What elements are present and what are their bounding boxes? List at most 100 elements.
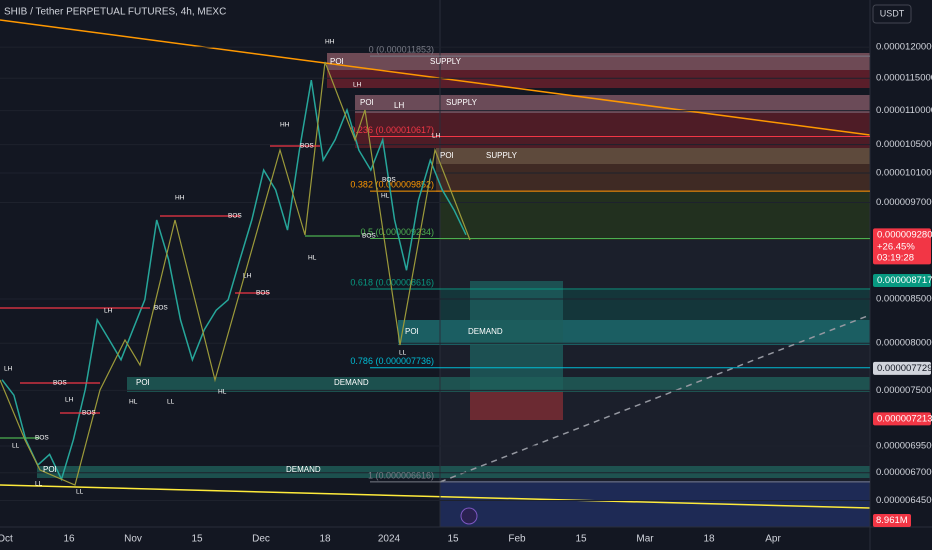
- stop-box: [470, 392, 563, 420]
- y-tick-label: 0.0000085000: [876, 293, 932, 304]
- y-tick-label: 0.0000115000: [876, 73, 932, 84]
- x-tick-label: 18: [703, 534, 715, 545]
- y-tick-label: 0.0000080000: [876, 338, 932, 349]
- price-tag: [873, 228, 931, 265]
- fib-label: 0.618 (0.000008616): [350, 277, 434, 287]
- currency: USDT: [880, 8, 905, 18]
- fib-band: [440, 192, 870, 240]
- annotation: SUPPLY: [486, 151, 518, 160]
- y-tick-label: 0.0000097000: [876, 197, 932, 208]
- volume-label: 8.961M: [876, 515, 908, 526]
- chart-title: SHIB / Tether PERPETUAL FUTURES, 4h, MEX…: [4, 7, 226, 18]
- annotation: HL: [308, 255, 317, 262]
- annotation: POI: [440, 151, 454, 160]
- annotation: HL: [129, 399, 138, 406]
- annotation: BOS: [228, 213, 242, 220]
- annotation: BOS: [362, 233, 376, 240]
- annotation: SUPPLY: [430, 57, 462, 66]
- countdown: 03:19:28: [877, 252, 914, 263]
- supply-zone: [327, 70, 870, 88]
- price-tag-label: 0.000009280: [877, 229, 932, 240]
- annotation: HL: [218, 389, 227, 396]
- annotation: DEMAND: [468, 327, 503, 336]
- y-tick-label: 0.0000101000: [876, 168, 932, 179]
- demand-zone: [127, 377, 870, 392]
- annotation: BOS: [35, 435, 49, 442]
- annotation: POI: [405, 327, 419, 336]
- y-tick-label: 0.0000069500: [876, 440, 932, 451]
- x-tick-label: Oct: [0, 534, 13, 545]
- annotation: LL: [399, 350, 407, 357]
- y-tick-label: 0.0000120000: [876, 42, 932, 53]
- annotation: HL: [381, 193, 390, 200]
- supply-zone: [436, 164, 870, 192]
- annotation: BOS: [154, 305, 168, 312]
- annotation: LH: [4, 366, 13, 373]
- x-tick-label: 18: [319, 534, 331, 545]
- supply-zone: [355, 113, 870, 148]
- annotation: POI: [330, 57, 344, 66]
- annotation: LH: [104, 308, 113, 315]
- annotation: SUPPLY: [446, 98, 478, 107]
- supply-zone: [327, 53, 870, 70]
- y-tick-label: 0.0000105000: [876, 139, 932, 150]
- zigzag: [0, 61, 471, 486]
- annotation: LL: [76, 489, 84, 496]
- y-tick-label: 0.0000075000: [876, 385, 932, 396]
- annotation: BOS: [300, 143, 314, 150]
- annotation: LL: [167, 399, 175, 406]
- x-tick-label: Apr: [765, 534, 781, 545]
- flash-icon[interactable]: [460, 507, 478, 525]
- price-tag-label: 0.000007729: [877, 363, 932, 374]
- fib-label: 0.236 (0.000010617): [350, 125, 434, 135]
- fib-label: 0.382 (0.000009852): [350, 180, 434, 190]
- price-tag: [873, 412, 931, 426]
- annotation: POI: [43, 465, 57, 474]
- fib-label: 1 (0.000006616): [368, 470, 434, 480]
- annotation: BOS: [256, 290, 270, 297]
- x-tick-label: 15: [575, 534, 587, 545]
- x-tick-label: Dec: [252, 534, 270, 545]
- annotation: BOS: [382, 177, 396, 184]
- trendline: [0, 19, 871, 136]
- x-tick-label: 15: [447, 534, 459, 545]
- price-tag-label: 0.000008717: [877, 275, 932, 286]
- annotation: DEMAND: [286, 465, 321, 474]
- x-tick-label: Feb: [508, 534, 526, 545]
- annotation: POI: [136, 378, 150, 387]
- price-tag: [873, 274, 931, 288]
- annotation: LH: [243, 273, 252, 280]
- currency-box[interactable]: [872, 4, 912, 24]
- x-tick-label: 15: [191, 534, 203, 545]
- fib-band: [440, 481, 870, 527]
- annotation: LH: [353, 82, 362, 89]
- annotation: LH: [394, 101, 404, 110]
- fib-label: 0.786 (0.000007736): [350, 356, 434, 366]
- fib-label: 0 (0.000011853): [369, 45, 434, 55]
- price-tag: [873, 361, 931, 375]
- supply-zone: [355, 95, 870, 113]
- annotation: BOS: [53, 380, 67, 387]
- annotation: HH: [325, 39, 335, 46]
- price-tag-label: 0.000007213: [877, 413, 932, 424]
- trendline: [0, 484, 871, 509]
- annotation: POI: [360, 98, 374, 107]
- long-box: [470, 281, 563, 392]
- volume-tag: [873, 514, 911, 527]
- y-tick-label: 0.0000067000: [876, 467, 932, 478]
- x-tick-label: Nov: [124, 534, 142, 545]
- annotation: LH: [65, 397, 74, 404]
- annotation: HH: [175, 195, 185, 202]
- demand-zone: [37, 466, 870, 478]
- x-tick-label: 16: [63, 534, 75, 545]
- annotation: BOS: [82, 410, 96, 417]
- annotation: HH: [280, 122, 290, 129]
- price-line: [1, 79, 467, 482]
- x-tick-label: 2024: [378, 534, 401, 545]
- annotation: DEMAND: [334, 378, 369, 387]
- annotation: LH: [432, 133, 441, 140]
- y-tick-label: 0.0000064500: [876, 495, 932, 506]
- supply-zone: [436, 148, 870, 164]
- annotation: LL: [35, 481, 43, 488]
